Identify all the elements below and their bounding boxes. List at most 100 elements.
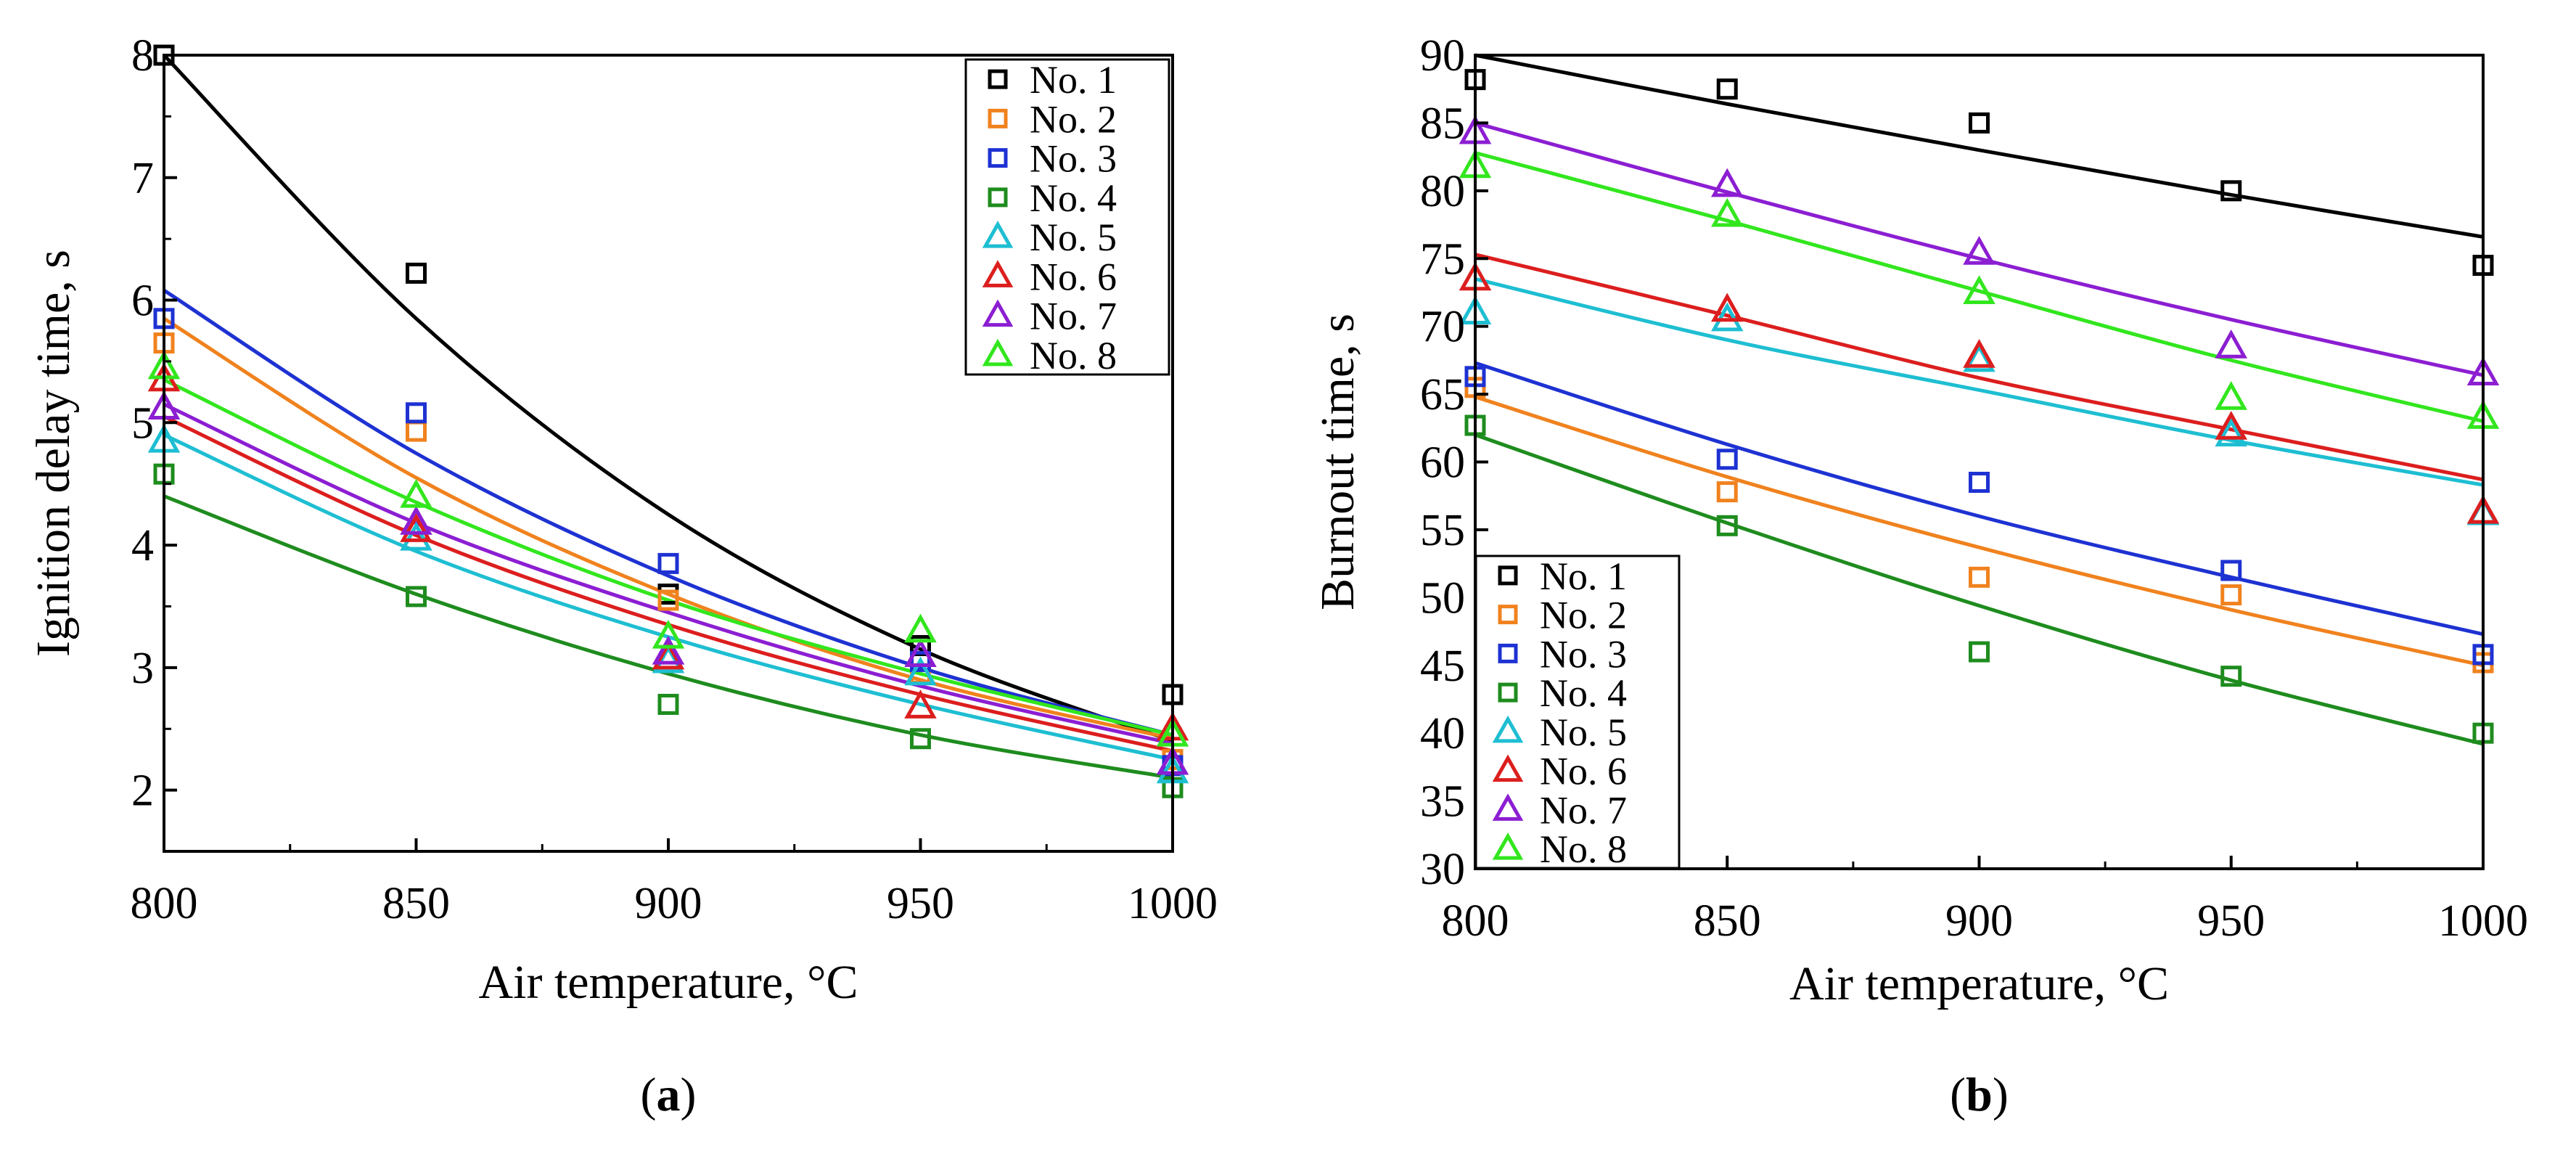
y-tick-label: 55 xyxy=(1420,506,1465,555)
legend-marker-3 xyxy=(1498,643,1518,663)
data-point-series-6 xyxy=(904,689,937,719)
y-tick-label: 8 xyxy=(131,31,154,81)
data-point-series-4 xyxy=(657,693,679,715)
legend-marker-7 xyxy=(982,299,1014,327)
fit-curve-5 xyxy=(1474,277,2484,487)
fit-curve-4 xyxy=(1474,433,2484,746)
legend-label-7: No. 7 xyxy=(1540,788,1627,832)
legend-box xyxy=(964,58,1170,376)
y-tick-label: 4 xyxy=(131,521,154,570)
y-tick-label: 70 xyxy=(1420,303,1465,352)
fit-curve-8 xyxy=(1474,151,2484,423)
legend-label-1: No. 1 xyxy=(1030,58,1117,102)
y-tick-label: 35 xyxy=(1420,777,1465,827)
legend-label-5: No. 5 xyxy=(1540,711,1627,754)
legend-label-7: No. 7 xyxy=(1030,295,1117,338)
fit-curve-4 xyxy=(163,494,1173,780)
legend-marker-5 xyxy=(982,221,1014,248)
legend-marker-3 xyxy=(988,148,1008,168)
legend-marker-8 xyxy=(982,338,1014,367)
y-tick-label: 85 xyxy=(1420,99,1465,148)
data-point-series-6 xyxy=(1710,292,1744,322)
x-tick-label: 950 xyxy=(2197,896,2265,946)
panel-b-chart: 800 850 900 950 1000 30 35 40 45 50 55 60 65 70 75 80 85… xyxy=(1311,31,2528,1121)
legend-label-3: No. 3 xyxy=(1540,632,1627,676)
data-point-series-8 xyxy=(1963,275,1995,304)
data-point-series-1 xyxy=(1969,112,1990,134)
y-tick-label: 30 xyxy=(1420,845,1465,894)
y-tick-label: 5 xyxy=(131,398,154,448)
fit-curve-2 xyxy=(1474,395,2484,668)
data-point-series-1 xyxy=(2220,180,2242,202)
legend-label-4: No. 4 xyxy=(1030,176,1117,220)
legend-marker-2 xyxy=(988,108,1008,128)
x-tick-label: 800 xyxy=(131,879,198,928)
y-tick-label: 7 xyxy=(131,154,154,203)
fit-curve-2 xyxy=(163,316,1173,741)
data-point-series-6 xyxy=(652,640,685,670)
legend-marker-6 xyxy=(1492,754,1524,782)
legend-marker-1 xyxy=(1498,565,1518,586)
data-point-series-7 xyxy=(1963,236,1995,265)
legend-marker-8 xyxy=(1492,832,1524,860)
y-tick-label: 60 xyxy=(1420,438,1465,488)
x-axis-title: Air temperature, °C xyxy=(1789,957,2169,1010)
x-tick-label: 1000 xyxy=(2438,896,2528,946)
legend-label-8: No. 8 xyxy=(1030,334,1117,377)
legend-marker-7 xyxy=(1492,793,1524,821)
legend-label-3: No. 3 xyxy=(1030,137,1117,181)
y-tick-label: 2 xyxy=(131,766,154,816)
y-tick-label: 90 xyxy=(1420,31,1465,81)
legend-marker-1 xyxy=(988,69,1008,89)
data-point-series-2 xyxy=(657,589,679,611)
y-tick-label: 6 xyxy=(131,277,154,326)
legend-marker-2 xyxy=(1498,605,1518,625)
fit-curve-7 xyxy=(163,402,1173,745)
x-tick-label: 900 xyxy=(635,879,702,928)
fit-curve-6 xyxy=(1474,253,2484,482)
data-point-series-7 xyxy=(2215,329,2248,359)
fit-curve-3 xyxy=(1474,361,2484,637)
fit-curve-1 xyxy=(163,54,1173,743)
fit-curve-3 xyxy=(163,288,1173,737)
data-point-series-8 xyxy=(652,619,685,649)
data-point-series-8 xyxy=(1710,197,1744,227)
data-point-series-8 xyxy=(904,613,937,643)
data-point-series-5 xyxy=(904,656,937,686)
y-tick-label: 65 xyxy=(1420,370,1465,420)
panel-label: (b) xyxy=(1950,1068,2009,1121)
data-point-series-4 xyxy=(406,586,427,607)
data-point-series-6 xyxy=(400,513,432,542)
data-point-series-3 xyxy=(1716,449,1738,470)
legend-marker-5 xyxy=(1492,715,1524,743)
data-point-series-5 xyxy=(1963,343,1995,372)
data-point-series-3 xyxy=(1969,472,1990,494)
panel-label: (a) xyxy=(641,1068,697,1121)
x-tick-label: 850 xyxy=(382,879,450,928)
fit-curve-8 xyxy=(163,377,1173,737)
data-point-series-5 xyxy=(2215,417,2248,447)
data-point-series-7 xyxy=(652,635,685,665)
data-point-series-2 xyxy=(2220,584,2242,606)
x-tick-label: 1000 xyxy=(1128,879,1218,928)
x-tick-label: 800 xyxy=(1442,896,1509,946)
y-axis-title: Ignition delay time, s xyxy=(27,250,80,657)
data-point-series-4 xyxy=(1969,641,1990,663)
legend-label-2: No. 2 xyxy=(1030,97,1117,141)
data-point-series-3 xyxy=(406,402,427,424)
data-point-series-6 xyxy=(2215,411,2248,440)
data-point-series-5 xyxy=(400,521,432,551)
legend-label-8: No. 8 xyxy=(1540,827,1627,871)
data-point-series-4 xyxy=(1716,515,1738,536)
legend-label-5: No. 5 xyxy=(1030,216,1117,259)
y-axis-title: Burnout time, s xyxy=(1311,314,1364,610)
data-point-series-7 xyxy=(400,505,432,535)
data-point-series-2 xyxy=(1716,481,1738,503)
legend-marker-6 xyxy=(982,260,1014,287)
legend-label-6: No. 6 xyxy=(1540,750,1627,793)
panel-a-chart: 800 850 900 950 1000 2 3 4 5 6 7 8 Air temperature, … xyxy=(27,31,1218,1121)
y-tick-label: 3 xyxy=(131,644,154,693)
data-point-series-4 xyxy=(910,728,931,750)
legend: No. 1No. 2No. 3No. 4No. 5No. 6No. 7No. 8 xyxy=(1474,555,1681,871)
